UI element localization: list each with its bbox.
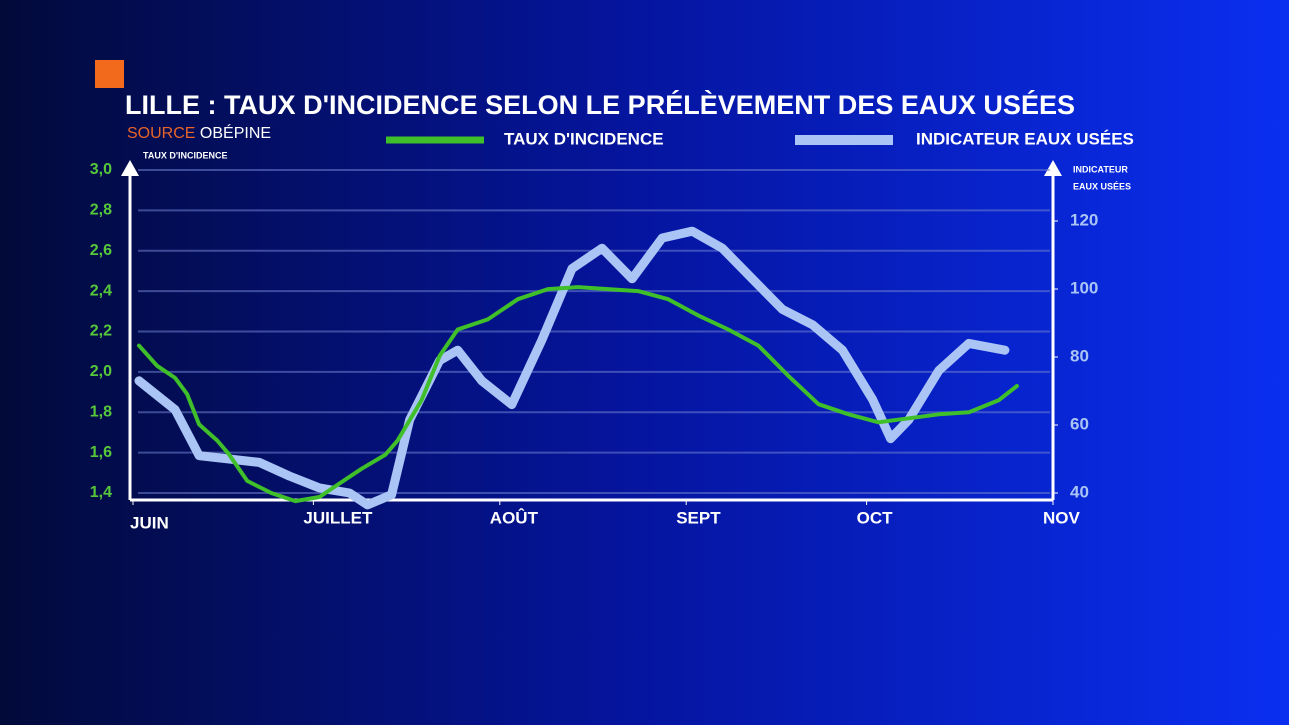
x-tick-label: NOV [1043, 508, 1081, 527]
source-name: OBÉPINE [200, 123, 271, 142]
y2-axis-label: INDICATEUR [1073, 164, 1128, 174]
y-tick-label: 2,2 [90, 323, 112, 340]
y-tick-label: 1,4 [90, 484, 112, 501]
series-line [134, 226, 1010, 510]
x-tick-label: JUIN [130, 513, 169, 532]
y-tick-label: 2,8 [90, 202, 112, 219]
y-tick-label: 1,6 [90, 444, 112, 461]
x-tick-label: AOÛT [490, 508, 539, 527]
y2-tick-label: 120 [1070, 210, 1098, 229]
y2-axis-arrow [1044, 160, 1062, 176]
y-tick-label: 2,4 [90, 282, 112, 299]
series-line [137, 285, 1019, 504]
source-label: SOURCE [127, 125, 195, 142]
chart-title: LILLE : TAUX D'INCIDENCE SELON LE PRÉLÈV… [125, 89, 1075, 120]
grid [132, 169, 1058, 505]
y2-tick-label: 60 [1070, 414, 1089, 433]
source: SOURCE OBÉPINE [127, 123, 271, 142]
y-axis-label: TAUX D'INCIDENCE [143, 150, 227, 160]
y-tick-label: 3,0 [90, 161, 112, 178]
y-tick-label: 1,8 [90, 403, 112, 420]
x-tick-label: OCT [857, 508, 894, 527]
x-tick-label: JUILLET [303, 508, 373, 527]
y-axis-arrow [121, 160, 139, 176]
legend-label: TAUX D'INCIDENCE [504, 129, 664, 148]
plot [134, 226, 1019, 510]
y2-tick-label: 100 [1070, 278, 1098, 297]
y2-tick-label: 80 [1070, 346, 1089, 365]
legend-label: INDICATEUR EAUX USÉES [916, 129, 1134, 148]
logo-square [95, 60, 124, 88]
y2-tick-label: 40 [1070, 482, 1089, 501]
y2-axis-label: EAUX USÉES [1073, 181, 1131, 191]
x-tick-label: SEPT [676, 508, 721, 527]
y-tick-label: 2,6 [90, 242, 112, 259]
y-tick-label: 2,0 [90, 363, 112, 380]
